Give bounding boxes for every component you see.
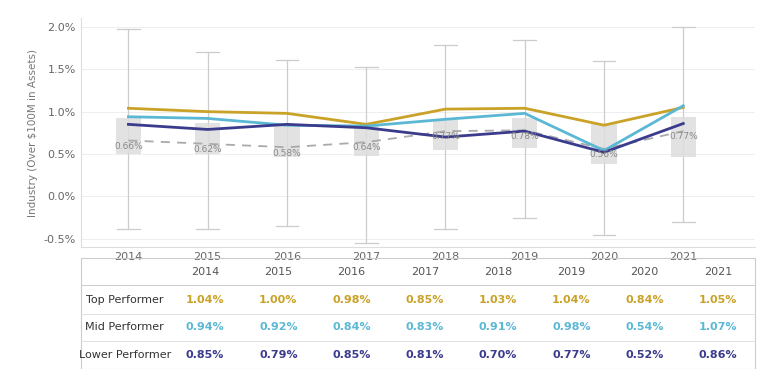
Text: 1.05%: 1.05% xyxy=(699,295,737,306)
Text: 0.77%: 0.77% xyxy=(552,349,591,360)
Text: 0.56%: 0.56% xyxy=(590,150,618,159)
Text: 0.52%: 0.52% xyxy=(625,349,664,360)
Text: 1.04%: 1.04% xyxy=(186,295,224,306)
Bar xyxy=(195,123,220,154)
Text: 0.83%: 0.83% xyxy=(406,322,444,332)
Text: 0.79%: 0.79% xyxy=(259,349,298,360)
Text: Top Performer: Top Performer xyxy=(86,295,163,306)
Text: 1.07%: 1.07% xyxy=(698,322,737,332)
Text: 2015: 2015 xyxy=(264,266,293,277)
Text: 0.84%: 0.84% xyxy=(333,322,371,332)
Text: 1.03%: 1.03% xyxy=(479,295,517,306)
Text: 0.62%: 0.62% xyxy=(193,145,222,154)
Text: 0.94%: 0.94% xyxy=(186,322,224,332)
Text: 2020: 2020 xyxy=(631,266,659,277)
Text: Mid Performer: Mid Performer xyxy=(85,322,164,332)
Text: 1.04%: 1.04% xyxy=(552,295,591,306)
Text: 0.58%: 0.58% xyxy=(273,148,301,158)
Text: 2019: 2019 xyxy=(557,266,585,277)
Y-axis label: Industry (Over $100M in Assets): Industry (Over $100M in Assets) xyxy=(28,49,38,217)
Text: 0.78%: 0.78% xyxy=(511,132,539,141)
Text: 0.77%: 0.77% xyxy=(431,132,460,141)
Text: 2018: 2018 xyxy=(484,266,512,277)
Text: 0.91%: 0.91% xyxy=(479,322,517,332)
Text: 2017: 2017 xyxy=(410,266,439,277)
Text: 2021: 2021 xyxy=(704,266,732,277)
Bar xyxy=(591,124,617,164)
Text: 0.86%: 0.86% xyxy=(698,349,738,360)
Text: 0.85%: 0.85% xyxy=(406,295,444,306)
Text: 0.85%: 0.85% xyxy=(333,349,371,360)
Text: 0.98%: 0.98% xyxy=(333,295,371,306)
Bar xyxy=(512,118,537,148)
Text: 0.70%: 0.70% xyxy=(479,349,517,360)
Bar xyxy=(433,119,458,150)
Text: 0.54%: 0.54% xyxy=(625,322,664,332)
Text: 0.77%: 0.77% xyxy=(669,132,698,141)
Bar xyxy=(353,125,379,156)
Text: 0.66%: 0.66% xyxy=(114,142,142,151)
Text: 0.64%: 0.64% xyxy=(352,144,380,152)
Text: 1.00%: 1.00% xyxy=(259,295,297,306)
Bar xyxy=(274,124,300,156)
Text: Lower Performer: Lower Performer xyxy=(79,349,171,360)
Text: 2016: 2016 xyxy=(337,266,366,277)
Text: 0.92%: 0.92% xyxy=(259,322,298,332)
Text: 2014: 2014 xyxy=(191,266,219,277)
Text: 0.84%: 0.84% xyxy=(625,295,664,306)
Text: 0.81%: 0.81% xyxy=(406,349,444,360)
Bar xyxy=(116,118,141,154)
Bar xyxy=(671,117,696,156)
Text: 0.98%: 0.98% xyxy=(552,322,591,332)
Text: 0.85%: 0.85% xyxy=(186,349,224,360)
